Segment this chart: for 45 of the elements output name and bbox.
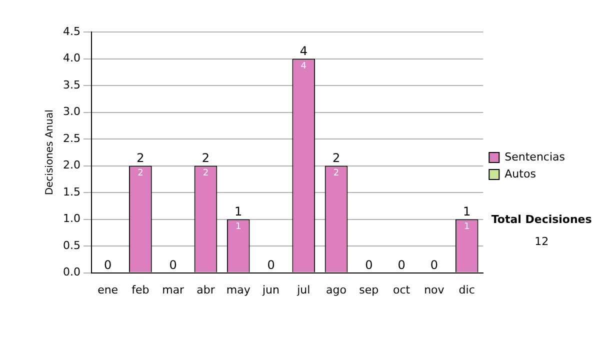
legend-label: Sentencias xyxy=(504,150,566,164)
total-label: 2 xyxy=(136,150,144,165)
x-tick-label: abr xyxy=(196,283,216,296)
y-tick-label: 3.0 xyxy=(62,105,80,118)
x-tick-label: nov xyxy=(424,283,445,296)
total-label: 0 xyxy=(104,258,112,272)
y-tick-label: 0.0 xyxy=(62,266,80,279)
total-label: 0 xyxy=(169,258,177,272)
x-tick-label: jul xyxy=(296,283,310,296)
x-tick-label: ago xyxy=(326,283,347,296)
data-label: 2 xyxy=(333,168,340,179)
total-label: 0 xyxy=(398,258,406,272)
x-tick-label: feb xyxy=(132,283,150,296)
total-label: 0 xyxy=(267,258,275,272)
y-tick-label: 2.0 xyxy=(62,158,80,172)
total-label: 1 xyxy=(463,204,471,218)
total-label: 4 xyxy=(300,44,308,58)
data-label: 2 xyxy=(202,168,209,179)
x-tick-label: dic xyxy=(458,283,475,296)
total-label: 1 xyxy=(234,204,242,218)
x-tick-label: oct xyxy=(393,283,411,296)
data-label: 1 xyxy=(236,222,242,232)
x-tick-label: sep xyxy=(359,283,379,296)
y-tick-label: 4.5 xyxy=(62,24,80,38)
x-tick-label: mar xyxy=(162,283,185,296)
text: 12 xyxy=(534,234,549,248)
y-axis-title: Decisiones Anual xyxy=(44,110,56,196)
total-label: 0 xyxy=(430,258,438,272)
data-label: 1 xyxy=(464,222,470,232)
total-label: 2 xyxy=(202,150,210,165)
x-tick-label: may xyxy=(226,283,251,296)
y-tick-label: 1.5 xyxy=(62,185,80,198)
y-tick-label: 1.0 xyxy=(62,212,80,226)
y-tick-label: 4.0 xyxy=(62,52,80,65)
legend-label: Autos xyxy=(504,167,536,180)
total-label: 0 xyxy=(365,258,373,272)
x-tick-label: ene xyxy=(98,283,118,296)
x-tick-label: jun xyxy=(262,283,280,296)
data-label: 4 xyxy=(300,62,307,72)
data-label: 2 xyxy=(138,168,144,179)
text: Total Decisiones xyxy=(491,212,592,226)
y-tick-label: 3.5 xyxy=(62,78,80,92)
y-tick-label: 2.5 xyxy=(62,132,80,145)
y-tick-label: 0.5 xyxy=(62,238,80,252)
total-label: 2 xyxy=(332,150,340,165)
